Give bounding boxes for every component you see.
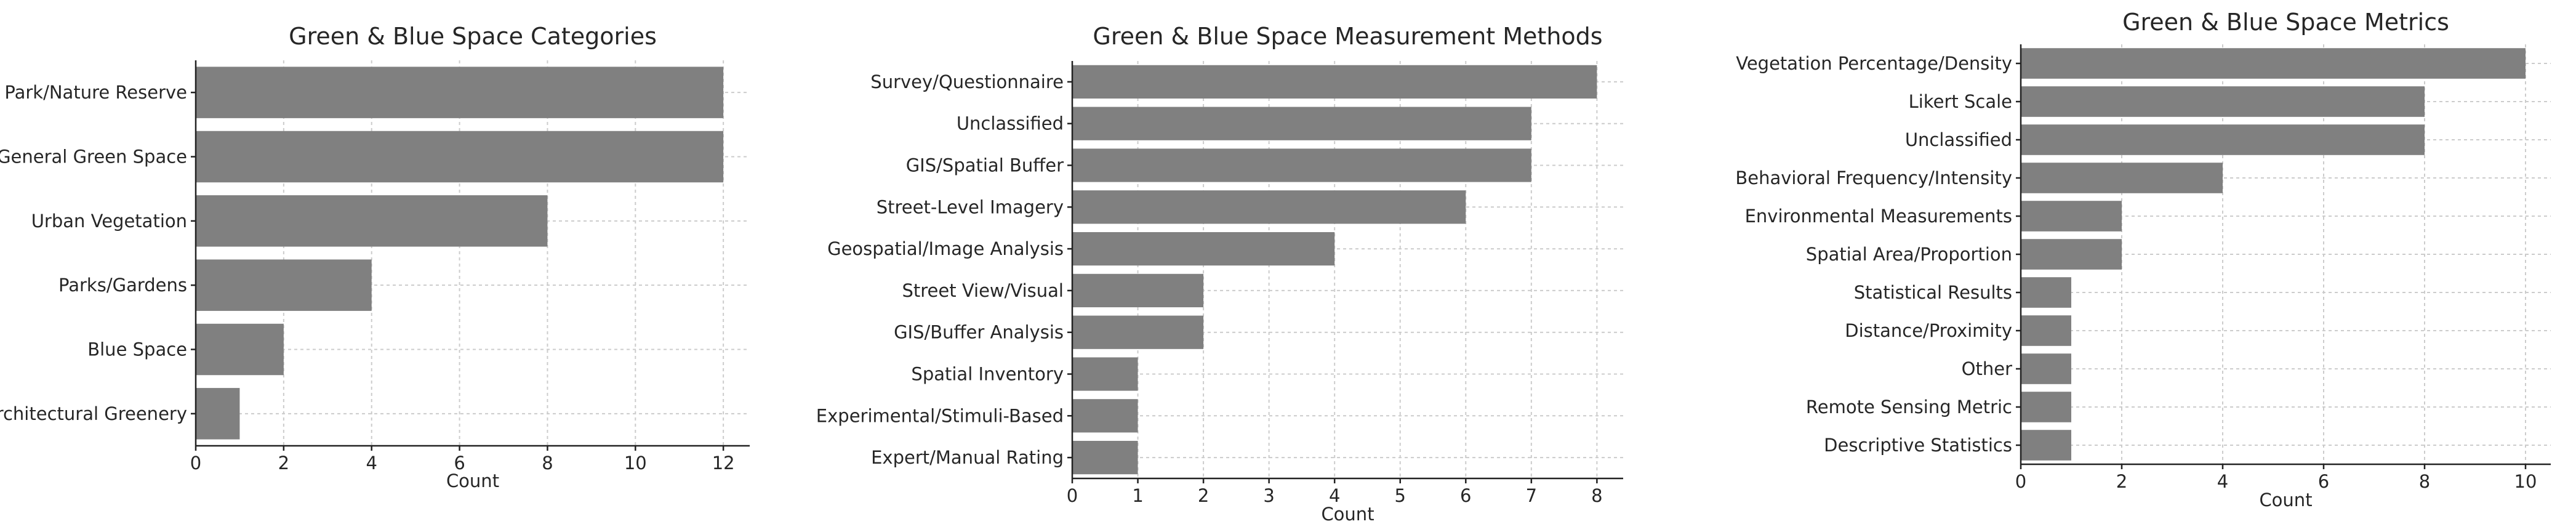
x-tick-label: 2: [2116, 471, 2127, 492]
bar: [1072, 148, 1531, 182]
bar: [196, 195, 548, 247]
x-tick-label: 5: [1395, 485, 1406, 506]
x-tick-label: 3: [1263, 485, 1274, 506]
bar: [2021, 430, 2071, 461]
x-tick-label: 6: [454, 453, 465, 474]
category-label: Experimental/Stimuli-Based: [816, 405, 1064, 426]
x-tick-label: 8: [2419, 471, 2430, 492]
category-label: Remote Sensing Metric: [1806, 397, 2012, 417]
category-label: Geospatial/Image Analysis: [827, 238, 1064, 259]
bar: [1072, 65, 1597, 99]
bar: [1072, 232, 1335, 266]
x-tick-label: 7: [1526, 485, 1537, 506]
x-tick-label: 0: [190, 453, 201, 474]
bar: [2021, 201, 2122, 232]
x-tick-label: 12: [712, 453, 735, 474]
category-label: Descriptive Statistics: [1824, 435, 2012, 456]
bar: [2021, 86, 2425, 117]
bar: [1072, 107, 1531, 140]
bar: [1072, 190, 1466, 224]
bar: [1072, 357, 1138, 391]
category-label: Spatial Inventory: [911, 364, 1064, 385]
x-tick-label: 8: [542, 453, 553, 474]
category-label: Blue Space: [87, 339, 187, 360]
bar: [1072, 273, 1204, 308]
bar: [2021, 48, 2526, 79]
bar: [2021, 353, 2071, 384]
x-tick-label: 6: [2318, 471, 2329, 492]
chart-title: Green & Blue Space Categories: [289, 23, 657, 50]
category-label: Street-Level Imagery: [877, 196, 1064, 217]
category-label: Architectural Greenery: [0, 403, 187, 424]
bar: [196, 66, 724, 118]
bar: [196, 259, 372, 311]
x-axis-label: Count: [1321, 504, 1374, 525]
category-label: Unclassified: [957, 113, 1064, 134]
bar: [2021, 315, 2071, 346]
bar: [1072, 440, 1138, 475]
x-tick-label: 1: [1132, 485, 1143, 506]
x-tick-label: 2: [1198, 485, 1209, 506]
bar: [2021, 163, 2223, 193]
bar: [1072, 399, 1138, 433]
category-label: Survey/Questionnaire: [870, 71, 1064, 92]
x-tick-label: 6: [1460, 485, 1471, 506]
chart-title: Green & Blue Space Measurement Methods: [1093, 23, 1602, 50]
x-tick-label: 4: [2217, 471, 2228, 492]
bar: [1072, 315, 1204, 349]
chart-title: Green & Blue Space Metrics: [2122, 9, 2449, 36]
category-label: Environmental Measurements: [1745, 206, 2012, 227]
x-tick-label: 0: [1067, 485, 1078, 506]
category-label: Spatial Area/Proportion: [1806, 244, 2012, 265]
category-label: General Green Space: [0, 147, 187, 167]
category-label: Parks/Gardens: [58, 275, 187, 296]
bar: [2021, 239, 2122, 270]
category-label: Behavioral Frequency/Intensity: [1735, 167, 2012, 188]
x-tick-label: 4: [366, 453, 377, 474]
x-axis-label: Count: [2259, 490, 2312, 510]
bar: [196, 388, 240, 440]
bar: [196, 131, 724, 183]
category-label: Other: [1962, 358, 2012, 379]
bar: [196, 323, 284, 376]
x-tick-label: 2: [278, 453, 289, 474]
category-label: GIS/Buffer Analysis: [894, 322, 1064, 343]
x-tick-label: 10: [624, 453, 647, 474]
x-tick-label: 10: [2514, 471, 2537, 492]
category-label: Street View/Visual: [902, 280, 1064, 301]
category-label: Expert/Manual Rating: [871, 447, 1064, 468]
x-tick-label: 0: [2015, 471, 2026, 492]
category-label: Vegetation Percentage/Density: [1736, 53, 2012, 74]
bar: [2021, 392, 2071, 422]
category-label: Urban Vegetation: [31, 211, 187, 232]
category-label: Distance/Proximity: [1845, 320, 2012, 341]
x-axis-label: Count: [446, 470, 499, 491]
category-label: Park/Nature Reserve: [4, 82, 187, 103]
category-label: GIS/Spatial Buffer: [906, 155, 1064, 176]
bar: [2021, 277, 2071, 308]
category-label: Statistical Results: [1854, 282, 2012, 303]
x-tick-label: 4: [1329, 485, 1340, 506]
category-label: Unclassified: [1905, 129, 2012, 150]
bar: [2021, 124, 2425, 155]
category-label: Likert Scale: [1909, 91, 2012, 112]
x-tick-label: 8: [1591, 485, 1602, 506]
